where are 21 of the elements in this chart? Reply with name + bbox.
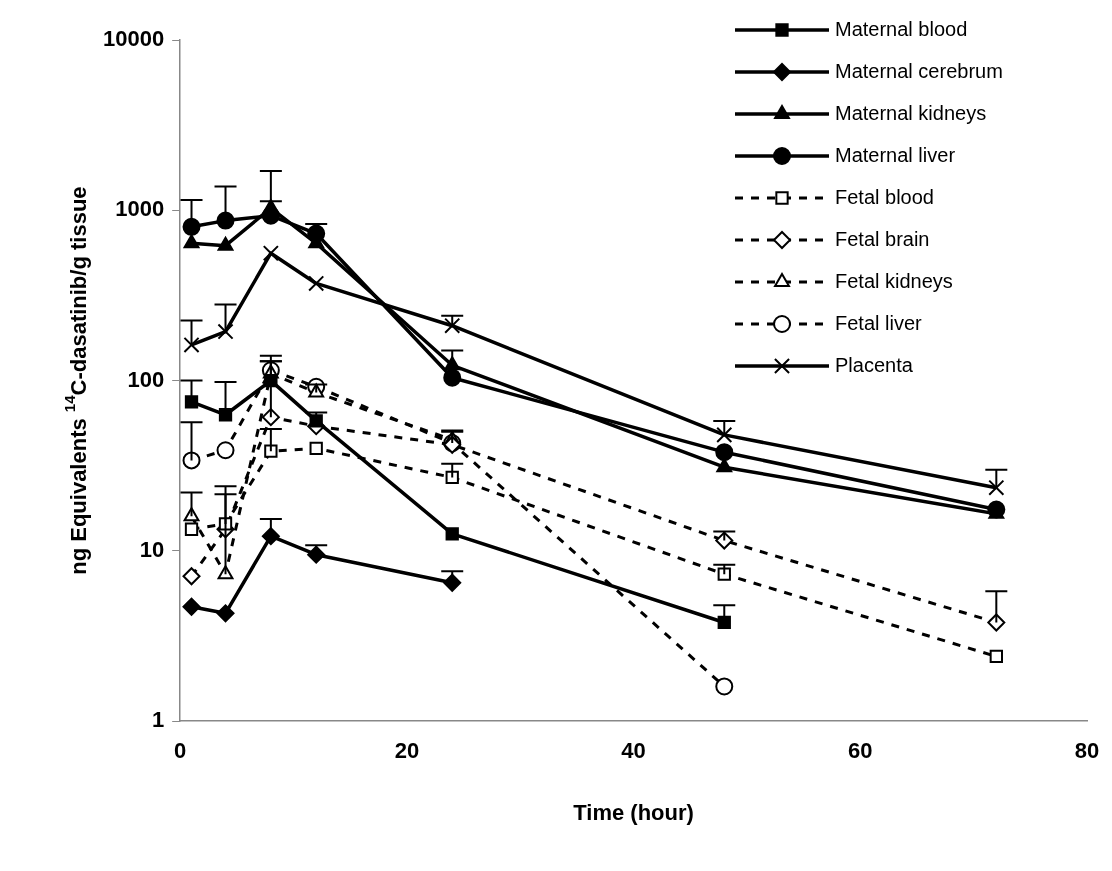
legend-label: Fetal kidneys (835, 269, 953, 292)
y-tick-label: 10 (139, 536, 165, 562)
y-axis-title: ng Equivalents 14C-dasatinib/g tissue (61, 186, 92, 575)
x-tick-label: 40 (621, 738, 646, 764)
y-tick-label: 1 (151, 707, 165, 733)
legend-label: Placenta (835, 353, 914, 376)
legend-label: Fetal blood (835, 185, 934, 208)
legend-label: Fetal liver (835, 311, 923, 334)
x-tick-label: 80 (1074, 738, 1100, 764)
y-tick-label: 10000 (102, 26, 165, 52)
y-tick-label: 1000 (115, 196, 165, 222)
y-tick-label: 100 (127, 366, 165, 392)
x-tick-label: 20 (394, 738, 420, 764)
x-axis-title: Time (hour) (573, 799, 694, 825)
x-tick-label: 0 (174, 738, 187, 764)
legend-label: Maternal liver (835, 143, 956, 166)
legend-label: Maternal cerebrum (835, 59, 1003, 82)
legend-label: Fetal brain (835, 227, 930, 250)
legend-label: Maternal kidneys (835, 101, 987, 124)
x-tick-label: 60 (848, 738, 873, 764)
legend-label: Maternal blood (835, 17, 968, 40)
